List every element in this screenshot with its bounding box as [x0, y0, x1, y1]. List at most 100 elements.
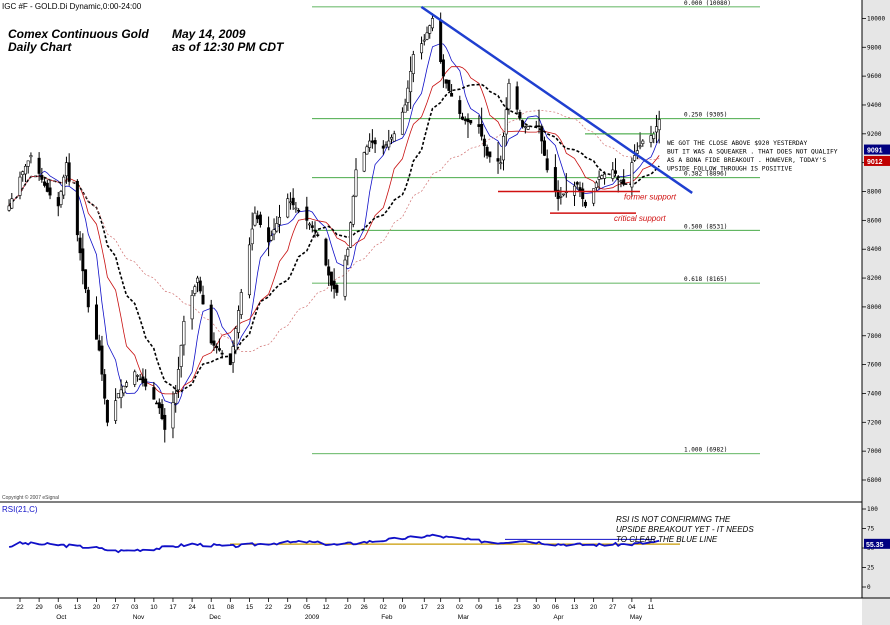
- candle-body: [556, 189, 560, 200]
- candle-body: [239, 292, 243, 315]
- candle-body: [26, 160, 30, 167]
- candle-body: [155, 402, 159, 405]
- x-tick-label-9: 24: [188, 604, 196, 611]
- x-month-label-5: Mar: [458, 614, 470, 621]
- y-tick-label-8000: 8000: [867, 304, 882, 311]
- candle-body: [343, 259, 347, 297]
- candle-body: [537, 125, 541, 128]
- candle-body: [220, 352, 224, 355]
- candle-body: [450, 92, 454, 97]
- x-tick-label-20: 09: [399, 604, 407, 611]
- candle-body: [428, 25, 432, 34]
- candle-body: [657, 119, 661, 131]
- x-month-label-7: May: [630, 614, 643, 621]
- candle-body: [18, 176, 22, 196]
- candle-body: [389, 137, 393, 140]
- candle-body: [313, 229, 317, 232]
- x-tick-label-29: 13: [571, 604, 579, 611]
- candle-body: [308, 223, 312, 226]
- candle-body: [212, 340, 216, 346]
- candle-body: [157, 402, 161, 409]
- candle-body: [575, 182, 579, 185]
- candle-body: [425, 32, 429, 40]
- x-tick-label-26: 23: [514, 604, 522, 611]
- candle-body: [458, 100, 462, 114]
- candle-body: [253, 212, 257, 226]
- candle-body: [368, 140, 372, 148]
- annotation-line-2: AS A BONA FIDE BREAKOUT . HOWEVER, TODAY…: [667, 157, 826, 164]
- price-tag-bg-0: [864, 144, 890, 155]
- x-tick-label-1: 29: [36, 604, 44, 611]
- candle-body: [619, 180, 623, 182]
- candle-body: [540, 126, 544, 142]
- annotation-line-1: BUT IT WAS A SQUEAKER . THAT DOES NOT QU…: [667, 149, 838, 156]
- candle-body: [365, 146, 369, 155]
- x-tick-label-28: 06: [552, 604, 560, 611]
- candle-body: [430, 18, 434, 29]
- fib-label-0: 0.000 (10080): [684, 0, 731, 7]
- candle-body: [392, 133, 396, 142]
- candle-body: [444, 79, 448, 84]
- rsi-line: [8, 533, 660, 554]
- candle-body: [231, 346, 235, 363]
- ma-black-line: [8, 83, 660, 393]
- candle-body: [141, 376, 145, 383]
- x-tick-label-17: 20: [344, 604, 352, 611]
- candle-body: [515, 86, 519, 110]
- candle-body: [635, 150, 639, 154]
- x-tick-label-7: 10: [150, 604, 158, 611]
- x-tick-label-33: 11: [648, 604, 655, 611]
- candle-body: [499, 162, 503, 165]
- candle-body: [324, 238, 328, 266]
- x-tick-label-25: 16: [494, 604, 502, 611]
- candle-body: [217, 348, 221, 351]
- candle-body: [461, 116, 465, 120]
- candle-body: [597, 176, 601, 180]
- candle-body: [122, 385, 126, 394]
- candle-body: [237, 310, 241, 333]
- candle-body: [228, 353, 232, 365]
- x-tick-label-10: 01: [208, 604, 216, 611]
- candle-body: [138, 378, 142, 381]
- candle-body: [346, 248, 350, 257]
- candle-body: [488, 151, 492, 158]
- candle-body: [29, 155, 33, 158]
- candle-body: [190, 295, 194, 320]
- x-tick-label-19: 02: [380, 604, 388, 611]
- candle-body: [67, 162, 71, 181]
- x-tick-label-0: 22: [16, 604, 24, 611]
- candle-body: [125, 382, 129, 387]
- candle-body: [422, 39, 426, 42]
- candle-body: [269, 235, 273, 241]
- candle-body: [193, 286, 197, 294]
- x-tick-label-16: 12: [322, 604, 330, 611]
- candle-body: [250, 228, 254, 245]
- y-tick-label-6800: 6800: [867, 477, 882, 484]
- rsi-y-tick-label-75: 75: [867, 526, 875, 533]
- candle-body: [616, 176, 620, 178]
- candle-body: [400, 111, 404, 135]
- rsi-y-tick-label-100: 100: [867, 506, 878, 513]
- candle-body: [485, 146, 489, 156]
- candle-body: [613, 170, 617, 174]
- candle-body: [288, 201, 292, 204]
- candle-body: [103, 374, 107, 399]
- candle-body: [286, 198, 290, 218]
- candle-body: [116, 393, 120, 399]
- candle-body: [278, 216, 282, 225]
- candle-body: [466, 118, 470, 123]
- candle-body: [463, 119, 467, 121]
- price-tag-1: 9012: [867, 159, 883, 166]
- candle-body: [135, 375, 139, 377]
- candle-body: [351, 196, 355, 225]
- x-month-label-0: Oct: [56, 614, 66, 621]
- candle-body: [373, 140, 377, 145]
- candle-body: [403, 104, 407, 113]
- candle-body: [477, 124, 481, 127]
- fib-label-2: 0.382 (8896): [684, 171, 727, 178]
- candle-body: [534, 125, 538, 128]
- candle-body: [23, 165, 27, 175]
- candle-body: [387, 140, 391, 148]
